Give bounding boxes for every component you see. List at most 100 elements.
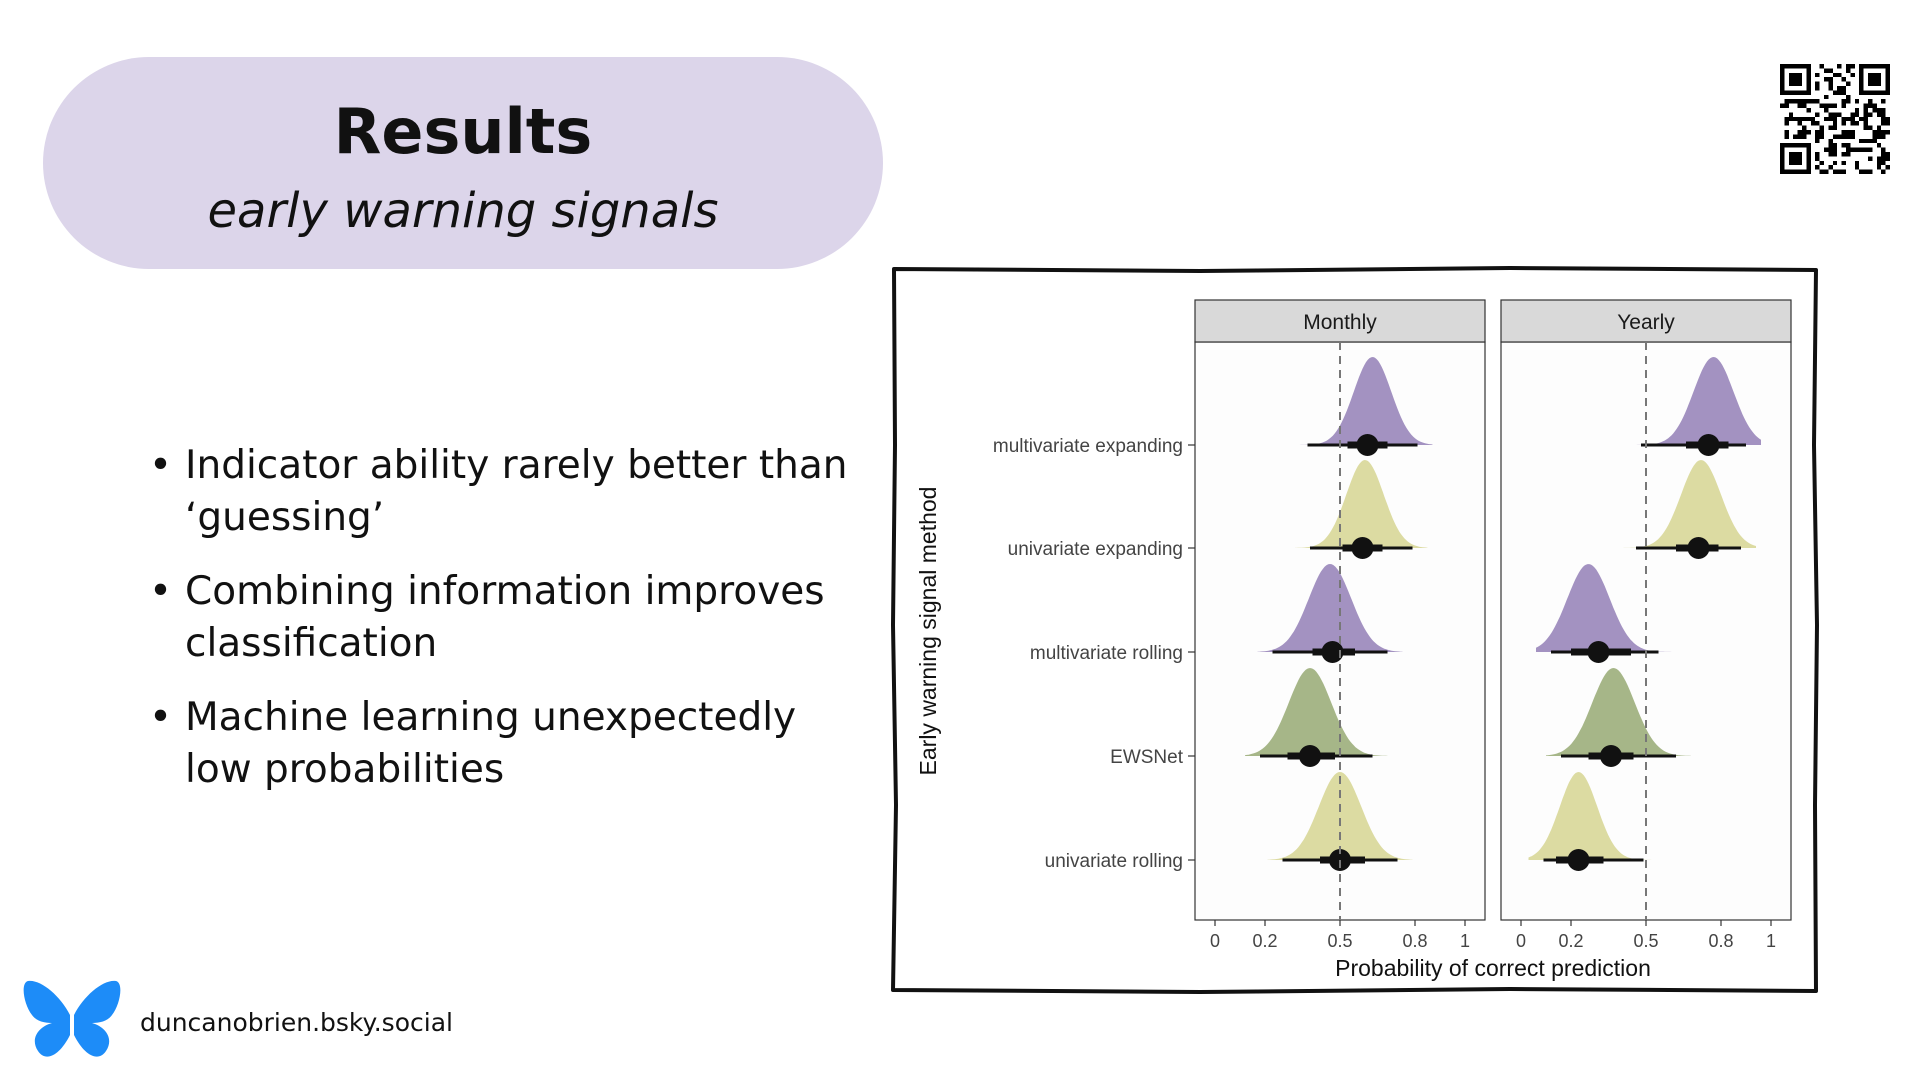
qr-module	[1832, 160, 1838, 166]
bullet-item: • Indicator ability rarely better than ‘…	[145, 440, 865, 544]
density-ridge	[1626, 357, 1761, 445]
qr-module	[1837, 64, 1842, 69]
bullet-text-line1: Machine learning unexpectedly	[185, 695, 797, 740]
qr-module	[1824, 108, 1829, 113]
qr-module	[1850, 116, 1855, 122]
qr-module	[1872, 103, 1877, 108]
qr-module	[1828, 165, 1833, 170]
x-tick-label: 0.8	[1402, 931, 1427, 951]
qr-module	[1824, 94, 1829, 100]
qr-module	[1788, 112, 1794, 117]
qr-module	[1846, 81, 1851, 86]
qr-module	[1846, 130, 1851, 135]
qr-module	[1854, 112, 1860, 117]
qr-module	[1828, 116, 1833, 122]
qr-module	[1828, 152, 1833, 157]
bullet-text-line1: Combining information improves	[185, 569, 825, 614]
qr-module	[1863, 112, 1868, 117]
qr-module	[1828, 147, 1833, 152]
qr-module	[1872, 130, 1877, 135]
qr-module	[1868, 156, 1873, 161]
qr-module	[1881, 121, 1886, 126]
qr-module	[1863, 138, 1868, 144]
median-point	[1299, 745, 1321, 767]
qr-module	[1832, 147, 1838, 152]
qr-module	[1841, 152, 1846, 157]
bullet-item: • Machine learning unexpectedly low prob…	[145, 692, 865, 796]
qr-module	[1854, 99, 1860, 104]
slide-title: Results	[333, 95, 593, 168]
qr-module	[1810, 99, 1816, 104]
qr-module	[1810, 116, 1816, 122]
qr-module	[1885, 116, 1890, 122]
x-tick-label: 0	[1210, 931, 1220, 951]
qr-module	[1868, 72, 1882, 86]
facet-label: Monthly	[1303, 311, 1377, 334]
qr-module	[1837, 72, 1842, 78]
qr-module	[1846, 152, 1851, 157]
density-ridge	[1536, 564, 1674, 652]
qr-module	[1832, 125, 1838, 130]
qr-module	[1815, 121, 1820, 126]
qr-module	[1885, 152, 1890, 157]
qr-module	[1876, 108, 1882, 113]
qr-module	[1850, 64, 1855, 69]
qr-module	[1828, 112, 1833, 117]
median-point	[1356, 434, 1379, 456]
qr-module	[1846, 64, 1851, 69]
qr-module	[1824, 103, 1829, 108]
qr-module	[1832, 152, 1838, 157]
qr-module	[1837, 86, 1842, 91]
qr-module	[1881, 130, 1886, 135]
qr-module	[1806, 99, 1811, 104]
qr-module	[1797, 134, 1802, 139]
social-handle[interactable]: duncanobrien.bsky.social	[140, 1008, 453, 1037]
qr-module	[1841, 169, 1846, 174]
bullet-list: • Indicator ability rarely better than ‘…	[145, 440, 865, 818]
facet-strip	[1194, 299, 1486, 343]
qr-module	[1832, 103, 1838, 108]
qr-module	[1850, 134, 1855, 139]
qr-module	[1841, 86, 1846, 91]
qr-module	[1868, 125, 1873, 130]
density-ridge	[1546, 668, 1691, 756]
qr-module	[1828, 86, 1833, 91]
qr-module	[1828, 125, 1833, 130]
qr-module	[1885, 165, 1890, 170]
qr-module	[1828, 103, 1833, 108]
qr-module	[1881, 116, 1886, 122]
qr-module	[1859, 90, 1890, 95]
x-tick-label: 0.2	[1558, 931, 1583, 951]
qr-module	[1784, 130, 1789, 135]
qr-module	[1824, 77, 1829, 82]
qr-module	[1863, 169, 1868, 174]
bullet-text-line2: low probabilities	[185, 747, 505, 792]
qr-module	[1885, 130, 1890, 135]
qr-module	[1797, 116, 1802, 122]
qr-module	[1885, 64, 1890, 95]
qr-module	[1828, 143, 1833, 148]
qr-module	[1841, 116, 1846, 122]
qr-module	[1815, 86, 1820, 91]
qr-code-icon[interactable]	[1780, 64, 1890, 174]
qr-module	[1810, 121, 1816, 126]
x-tick-label: 0.5	[1633, 931, 1658, 951]
qr-module	[1802, 103, 1807, 108]
qr-module	[1797, 103, 1802, 108]
x-axis-label: Probability of correct prediction	[1335, 955, 1651, 981]
qr-module	[1850, 147, 1855, 152]
slide-subtitle: early warning signals	[207, 183, 719, 239]
qr-module	[1806, 108, 1811, 113]
qr-module	[1819, 169, 1824, 174]
qr-module	[1802, 134, 1807, 139]
facet-label: Yearly	[1617, 311, 1675, 334]
qr-module	[1780, 169, 1811, 174]
qr-module	[1872, 108, 1877, 113]
qr-module	[1881, 112, 1886, 117]
qr-module	[1815, 152, 1820, 157]
qr-module	[1868, 103, 1873, 108]
butterfly-icon[interactable]	[22, 975, 122, 1065]
qr-module	[1832, 90, 1838, 95]
qr-module	[1876, 112, 1882, 117]
qr-module	[1846, 116, 1851, 122]
